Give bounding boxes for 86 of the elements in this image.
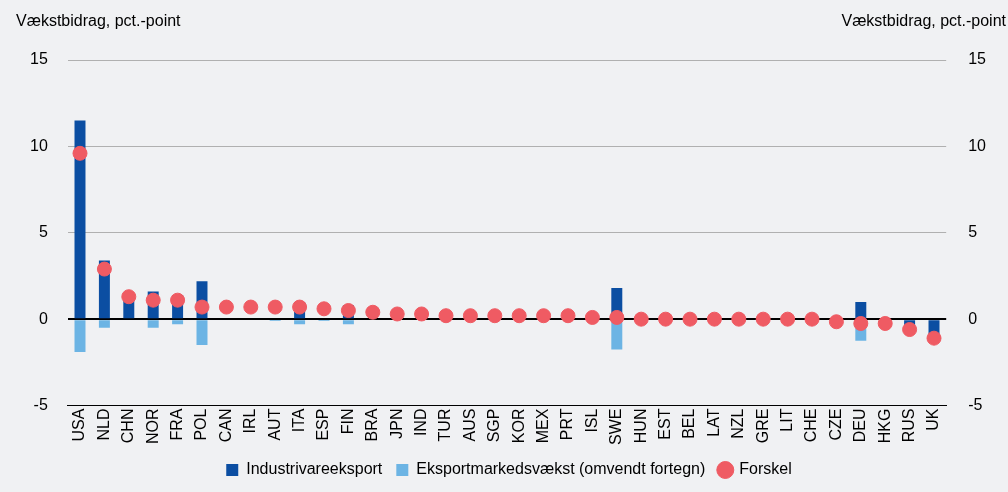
x-tick-label: CAN — [216, 408, 234, 443]
legend-label: Eksportmarkedsvækst (omvendt fortegn) — [416, 460, 706, 478]
point — [462, 308, 478, 324]
point — [292, 299, 308, 315]
point — [414, 306, 430, 322]
x-tick-label: TUR — [436, 408, 454, 442]
y2-axis-title: Vækstbidrag, pct.-point — [841, 12, 1007, 30]
x-tick-label: JPN — [387, 408, 405, 439]
point — [72, 145, 88, 161]
x-tick-label: ITA — [290, 408, 307, 433]
point — [853, 315, 869, 331]
y-tick-label: 5 — [38, 223, 48, 241]
x-tick-label: USA — [70, 408, 88, 442]
y-tick-label: 10 — [30, 136, 48, 154]
point — [96, 261, 112, 277]
x-tick-label: BEL — [680, 408, 698, 439]
x-tick-label: HUN — [631, 408, 649, 444]
point — [877, 315, 893, 331]
x-tick-label: RUS — [900, 408, 918, 443]
y-axis-title: Vækstbidrag, pct.-point — [16, 12, 182, 30]
point — [267, 299, 283, 315]
point — [194, 299, 210, 315]
x-tick-label: ESP — [314, 408, 332, 441]
x-tick-label: NZL — [729, 408, 747, 439]
y-tick-label: 0 — [38, 309, 48, 327]
point — [706, 311, 722, 327]
legend-label: Industrivareeksport — [246, 460, 383, 478]
x-tick-label: HKG — [875, 408, 893, 444]
y2-tick-label: -5 — [968, 395, 983, 413]
x-tick-label: SWE — [607, 408, 625, 446]
point — [389, 306, 405, 322]
point — [731, 311, 747, 327]
x-tick-label: CHE — [802, 408, 820, 443]
y2-tick-label: 0 — [968, 309, 978, 327]
legend-label: Forskel — [739, 460, 792, 478]
x-tick-label: NOR — [143, 408, 161, 445]
y2-tick-label: 10 — [968, 136, 987, 154]
x-tick-label: AUT — [265, 408, 283, 441]
point — [804, 311, 820, 327]
x-tick-label: CHN — [119, 408, 137, 444]
point — [145, 292, 161, 308]
x-tick-label: EST — [656, 408, 674, 440]
x-tick-label: IRL — [241, 408, 259, 434]
x-tick-label: ISL — [582, 408, 600, 433]
point — [560, 308, 576, 324]
x-tick-label: IND — [412, 408, 430, 437]
point — [682, 311, 698, 327]
x-tick-label: UK — [924, 408, 942, 431]
point — [633, 311, 649, 327]
point — [243, 299, 259, 315]
point — [316, 301, 332, 317]
point — [511, 308, 527, 324]
x-tick-label: FRA — [168, 408, 185, 441]
x-tick-label: NLD — [94, 408, 112, 441]
point — [780, 311, 796, 327]
point — [584, 309, 600, 325]
y-tick-label: 15 — [30, 50, 48, 68]
x-tick-label: POL — [192, 408, 210, 441]
point — [365, 304, 381, 320]
x-tick-label: BRA — [363, 408, 381, 442]
y-tick-label: -5 — [33, 395, 48, 413]
x-tick-label: GRE — [753, 408, 771, 444]
point — [828, 314, 844, 330]
x-tick-label: DEU — [851, 408, 869, 443]
x-tick-label: CZE — [826, 408, 844, 441]
x-tick-label: AUS — [460, 408, 478, 442]
x-tick-label: PRT — [558, 408, 576, 441]
point — [658, 311, 674, 327]
point — [536, 308, 552, 324]
x-tick-label: SGP — [485, 408, 503, 443]
point — [438, 308, 454, 324]
point — [609, 309, 625, 325]
point — [755, 311, 771, 327]
x-tick-label: LIT — [778, 408, 796, 432]
x-tick-label: LAT — [704, 408, 722, 437]
y2-tick-label: 5 — [968, 223, 978, 241]
point — [926, 330, 942, 346]
point — [487, 308, 503, 324]
point — [170, 292, 186, 308]
point — [902, 322, 918, 338]
y2-tick-label: 15 — [968, 50, 987, 68]
x-tick-label: FIN — [338, 408, 356, 435]
x-tick-label: KOR — [509, 408, 527, 444]
point — [121, 289, 137, 305]
point — [218, 299, 234, 315]
x-tick-label: MEX — [534, 408, 552, 444]
